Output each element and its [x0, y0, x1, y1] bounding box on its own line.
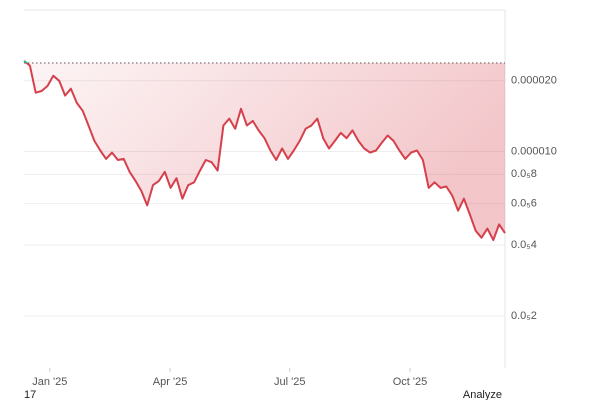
- x-tick-label: Apr '25: [153, 376, 188, 388]
- x-tick-label: Oct '25: [393, 376, 428, 388]
- price-area: [24, 63, 505, 241]
- analyze-link[interactable]: Analyze: [463, 389, 502, 401]
- y-tick-label: 0.0₅2: [511, 310, 537, 322]
- y-tick-label: 0.000020: [511, 75, 557, 87]
- axes: 0.000020 0.000010 0.0₅8 0.0₅6 0.0₅4 0.0₅2 Jan …: [32, 75, 557, 388]
- x-tick-label: Jan '25: [32, 376, 67, 388]
- y-tick-label: 0.0₅6: [511, 198, 537, 210]
- y-tick-label: 0.0₅8: [511, 168, 537, 180]
- price-line: [25, 63, 506, 242]
- y-tick-label: 0.000010: [511, 145, 557, 157]
- footer-left: 17: [24, 389, 36, 400]
- x-tick-label: Jul '25: [274, 376, 305, 388]
- plot: [23, 60, 506, 242]
- y-tick-label: 0.0₅4: [511, 239, 537, 251]
